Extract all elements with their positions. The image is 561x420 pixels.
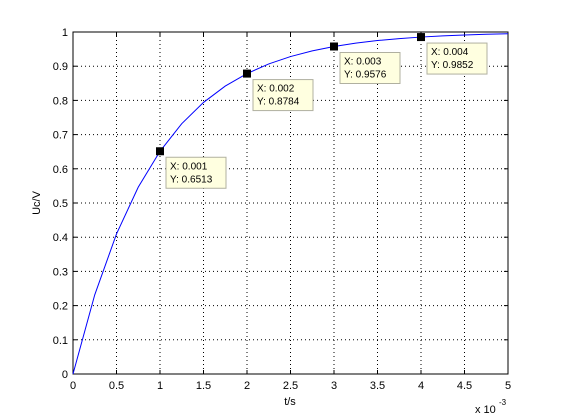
y-tick-label: 0.3 <box>53 266 68 278</box>
data-tip-box <box>339 52 401 85</box>
x-tick-label: 1 <box>157 380 163 392</box>
y-tick-label: 0.8 <box>53 95 68 107</box>
data-tip-box <box>426 42 488 75</box>
data-tip: X: 0.003 Y: 0.9576 <box>339 52 401 85</box>
x-tick-label: 1.5 <box>196 380 211 392</box>
y-tick-label: 0.9 <box>53 61 68 73</box>
data-tip-x: X: 0.004 <box>431 47 469 58</box>
data-tip-marker <box>243 69 251 78</box>
y-tick-label: 1 <box>62 27 68 39</box>
x-tick-label: 0 <box>70 380 76 392</box>
x-axis-label: t/s <box>284 396 296 408</box>
data-tip-x: X: 0.003 <box>344 57 382 68</box>
y-tick-label: 0.6 <box>53 164 68 176</box>
x-tick-label: 2.5 <box>283 380 298 392</box>
data-tip-marker <box>417 33 425 42</box>
data-tip: X: 0.004 Y: 0.9852 <box>426 42 488 75</box>
data-tip-y: Y: 0.6513 <box>170 174 213 185</box>
data-tip-box <box>165 156 227 189</box>
x-tick-label: 3 <box>331 380 337 392</box>
axes-box <box>72 31 509 375</box>
data-tip-x: X: 0.002 <box>257 84 295 95</box>
data-tip-y: Y: 0.8784 <box>257 97 300 108</box>
y-tick-label: 0.4 <box>53 232 68 244</box>
data-tip-box <box>252 79 314 112</box>
x-tick-label: 0.5 <box>109 380 124 392</box>
y-tick-label: 0.2 <box>53 301 68 313</box>
data-tip: X: 0.001 Y: 0.6513 <box>165 156 227 189</box>
x-exponent: -3 <box>499 398 507 407</box>
y-axis-label: Uc/V <box>31 190 43 215</box>
data-tip-y: Y: 0.9852 <box>431 60 474 71</box>
y-tick-label: 0.1 <box>53 335 68 347</box>
data-tip-y: Y: 0.9576 <box>344 70 387 81</box>
y-tick-label: 0 <box>62 369 68 381</box>
x-tick-label: 2 <box>244 380 250 392</box>
y-tick-label: 0.5 <box>53 198 68 210</box>
x-tick-label: 3.5 <box>370 380 385 392</box>
x-tick-label: 5 <box>505 380 511 392</box>
y-tick-label: 0.7 <box>53 130 68 142</box>
data-tip: X: 0.002 Y: 0.8784 <box>252 79 314 112</box>
data-tip-marker <box>156 147 164 156</box>
x-exponent-base: x 10 <box>475 404 496 416</box>
x-tick-label: 4.5 <box>457 380 472 392</box>
line-series <box>72 33 509 375</box>
x-tick-label: 4 <box>418 380 424 392</box>
data-tip-marker <box>330 42 338 51</box>
data-tip-x: X: 0.001 <box>170 161 208 172</box>
